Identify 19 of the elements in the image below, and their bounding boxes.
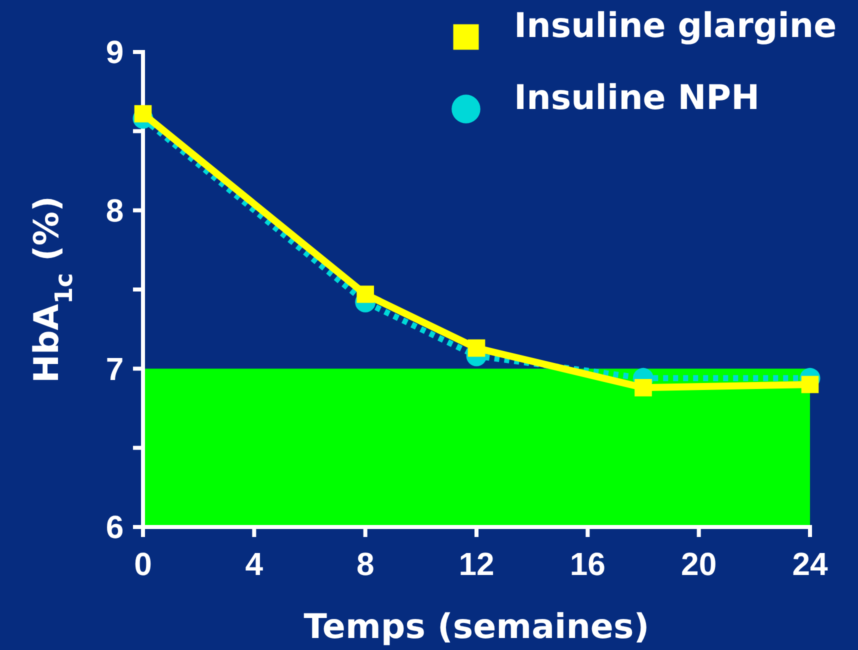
y-tick-label: 7: [106, 350, 124, 387]
x-tick-label: 20: [681, 546, 717, 582]
y-tick-label: 6: [106, 509, 124, 546]
legend-label: Insuline glargine: [514, 6, 837, 46]
x-tick-label: 12: [458, 546, 494, 582]
y-tick-label: 9: [106, 34, 124, 70]
x-tick-label: 8: [356, 546, 374, 582]
y-tick-label: 8: [106, 192, 124, 229]
legend-label: Insuline NPH: [514, 78, 760, 118]
x-tick-label: 16: [570, 546, 606, 582]
point: [801, 376, 819, 394]
x-tick-label: 0: [134, 546, 152, 582]
point: [468, 339, 486, 357]
x-tick-label: 24: [792, 546, 828, 582]
x-tick-label: 4: [245, 546, 264, 582]
point: [134, 105, 152, 122]
x-axis-title: Temps (semaines): [304, 607, 650, 647]
point: [356, 286, 374, 303]
point: [634, 379, 652, 396]
